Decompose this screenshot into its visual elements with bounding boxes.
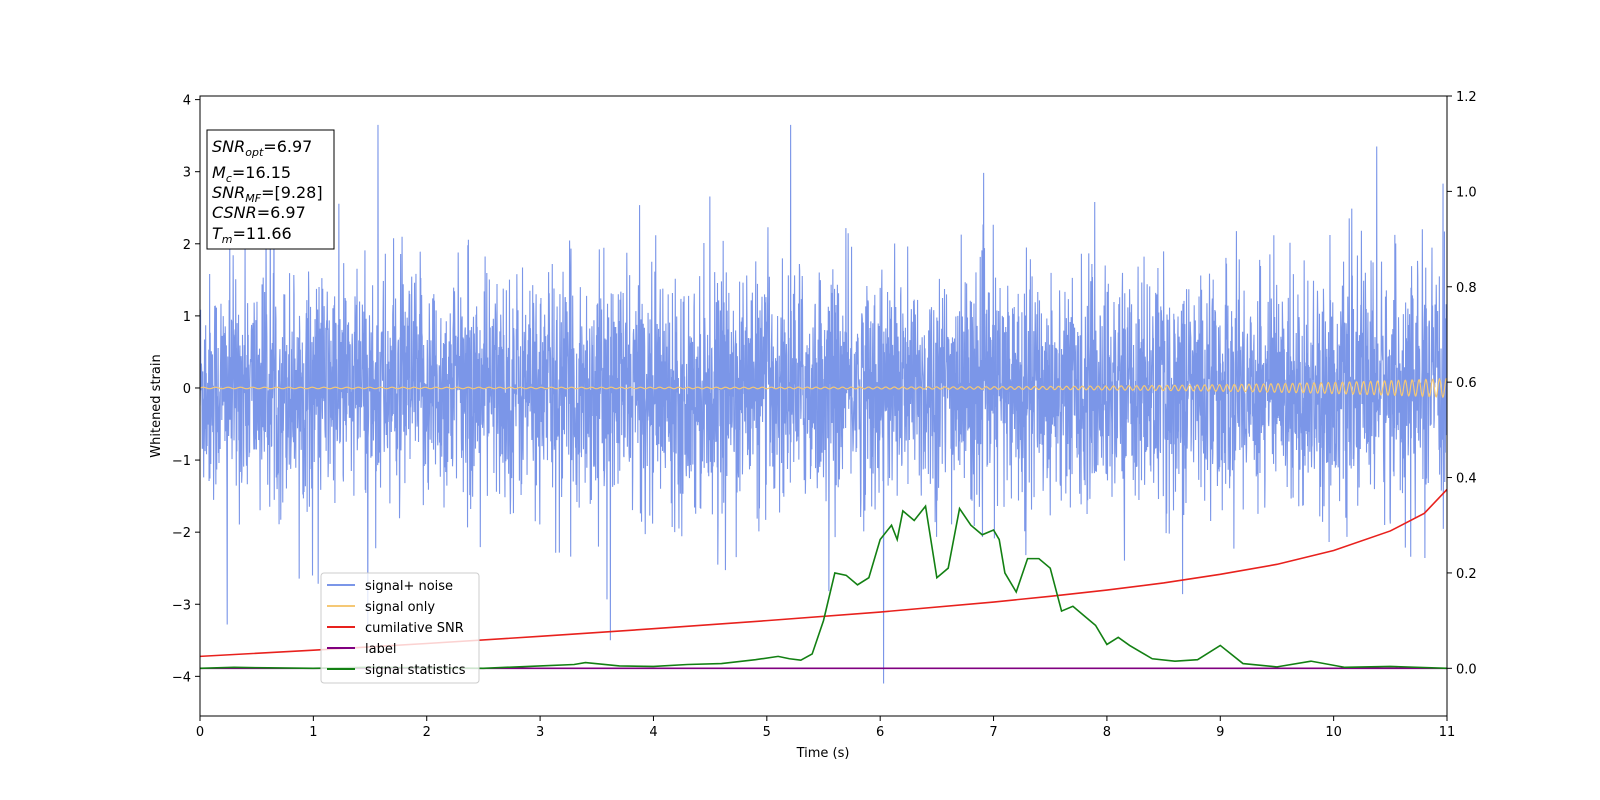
legend-label: label xyxy=(365,642,396,657)
x-tick-label: 8 xyxy=(1103,725,1111,740)
signal-only-line xyxy=(200,377,1447,399)
y2-tick-label: 0.2 xyxy=(1456,567,1477,582)
x-tick-label: 7 xyxy=(989,725,997,740)
series-signal-only xyxy=(200,377,1447,399)
legend: signal+ noise signal only cumilative SNR la… xyxy=(320,572,480,684)
noise-line xyxy=(200,124,1447,684)
legend-frame xyxy=(320,572,480,684)
info-line: SNRMF=[9.28] xyxy=(212,183,323,205)
info-line: Tm=11.66 xyxy=(212,224,292,246)
series-signal-noise xyxy=(200,124,1447,684)
info-line: CSNR=6.97 xyxy=(212,203,306,222)
y2-tick-label: 0.8 xyxy=(1456,281,1477,296)
y-axis-title: Whitened strain xyxy=(149,354,164,457)
y2-tick-label: 1.0 xyxy=(1456,185,1477,200)
y-tick-label: 3 xyxy=(183,166,191,181)
x-tick-label: 0 xyxy=(196,725,204,740)
x-axis-title: Time (s) xyxy=(796,746,850,761)
x-tick-label: 6 xyxy=(876,725,884,740)
y-tick-label: 4 xyxy=(183,94,191,109)
y2-tick-label: 0.6 xyxy=(1456,376,1477,391)
x-tick-label: 9 xyxy=(1216,725,1224,740)
x-tick-label: 1 xyxy=(309,725,317,740)
y-tick-label: −3 xyxy=(172,598,191,613)
y2-tick-label: 0.0 xyxy=(1456,662,1477,677)
x-tick-label: 10 xyxy=(1325,725,1342,740)
plot-frame xyxy=(199,95,1448,717)
info-box-frame xyxy=(206,129,335,250)
y2-tick-label: 1.2 xyxy=(1456,90,1477,105)
info-line: SNRopt=6.97 xyxy=(212,137,312,159)
y-tick-label: 1 xyxy=(183,310,191,325)
y-tick-label: −2 xyxy=(172,526,191,541)
y-tick-label: 0 xyxy=(183,382,191,397)
x-tick-label: 4 xyxy=(649,725,657,740)
y-axis-left: −4 −3 −2 −1 0 1 2 3 4 xyxy=(172,94,200,685)
x-tick-label: 5 xyxy=(763,725,771,740)
x-tick-label: 2 xyxy=(423,725,431,740)
legend-label: cumilative SNR xyxy=(365,621,464,636)
legend-label: signal+ noise xyxy=(365,579,453,594)
x-tick-label: 3 xyxy=(536,725,544,740)
y-axis-right: 0.0 0.2 0.4 0.6 0.8 1.0 1.2 xyxy=(1447,90,1477,677)
y-tick-label: −1 xyxy=(172,454,191,469)
y2-tick-label: 0.4 xyxy=(1456,472,1477,487)
info-line: Mc=16.15 xyxy=(212,163,291,185)
legend-label: signal statistics xyxy=(365,663,466,678)
x-axis: 0 1 2 3 4 5 6 7 8 9 10 11 xyxy=(196,716,1455,740)
legend-label: signal only xyxy=(365,600,435,615)
x-tick-label: 11 xyxy=(1439,725,1456,740)
y-tick-label: −4 xyxy=(172,670,191,685)
signal-statistics-line xyxy=(200,504,1447,670)
cumulative-snr-line xyxy=(200,488,1447,658)
info-annotation-box: SNRopt=6.97 Mc=16.15SNRMF=[9.28]CSNR=6.97… xyxy=(206,129,335,250)
y-tick-label: 2 xyxy=(183,238,191,253)
